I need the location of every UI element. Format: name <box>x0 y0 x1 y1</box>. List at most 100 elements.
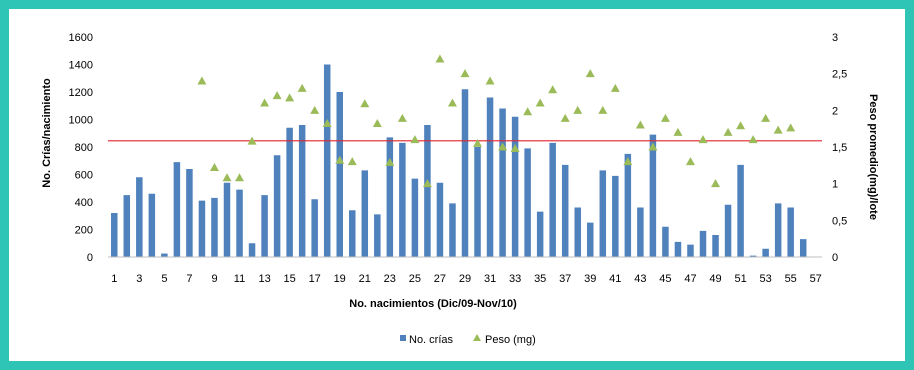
marker <box>523 107 533 116</box>
marker <box>272 91 282 100</box>
marker <box>209 163 219 172</box>
bar <box>787 207 794 257</box>
bar <box>461 89 469 257</box>
y2-tick-label: 0 <box>832 252 838 264</box>
x-tick-label: 51 <box>734 273 746 285</box>
bar <box>511 116 519 257</box>
bar <box>273 155 281 257</box>
x-tick-label: 53 <box>759 273 771 285</box>
bar <box>561 164 569 258</box>
x-tick-label: 43 <box>634 273 646 285</box>
bar <box>749 255 757 258</box>
marker <box>360 99 370 108</box>
bar <box>637 207 644 257</box>
x-tick-label: 17 <box>309 273 321 285</box>
y2-tick-label: 2 <box>832 105 838 117</box>
marker <box>485 76 495 85</box>
marker <box>247 136 257 145</box>
x-tick-label: 41 <box>609 273 621 285</box>
bar <box>524 148 531 258</box>
legend-label-crias: No. crías <box>409 334 454 346</box>
x-tick-label: 15 <box>283 273 295 285</box>
x-tick-label: 21 <box>359 273 371 285</box>
marker <box>460 69 470 78</box>
bar <box>549 142 556 258</box>
marker <box>422 179 432 188</box>
y-tick-label: 1000 <box>69 115 93 127</box>
bar <box>474 147 481 257</box>
bar <box>699 230 707 258</box>
bar <box>449 203 456 258</box>
marker <box>498 142 508 151</box>
bar <box>411 178 419 258</box>
bar <box>298 125 306 257</box>
y2-tick-label: 0,5 <box>832 215 847 227</box>
bar <box>286 127 293 257</box>
marker <box>598 105 608 114</box>
bar <box>436 182 444 257</box>
marker <box>773 125 783 134</box>
legend-swatch-peso <box>473 334 481 341</box>
marker <box>548 85 558 94</box>
marker <box>260 98 270 107</box>
x-tick-label: 7 <box>186 273 192 285</box>
bar <box>724 204 732 257</box>
chart: 0 200 400 600 800 1000 1200 1400 1600 0 0,5 1 1,5 2 2… <box>41 32 879 346</box>
marker <box>623 157 633 166</box>
bar <box>774 203 782 258</box>
x-tick-label: 35 <box>534 273 546 285</box>
x-tick-label: 27 <box>434 273 446 285</box>
bar <box>349 210 356 257</box>
marker <box>473 138 483 147</box>
y2-tick-label: 1 <box>832 179 838 191</box>
bar <box>649 134 657 258</box>
marker <box>535 98 545 107</box>
marker <box>335 155 345 164</box>
marker <box>786 123 796 132</box>
x-axis-title: No. nacimientos (Dic/09-Nov/10) <box>349 298 517 310</box>
y2-axis-title: Peso promedio(mg)/lote <box>867 94 879 220</box>
y-tick-label: 200 <box>75 225 93 237</box>
bar <box>712 235 719 257</box>
bar <box>662 226 669 257</box>
bar <box>248 243 256 257</box>
x-tick-label: 23 <box>384 273 396 285</box>
bar <box>173 162 181 258</box>
bar <box>737 164 744 258</box>
x-tick-label: 33 <box>509 273 521 285</box>
x-tick-label: 37 <box>559 273 571 285</box>
bar <box>323 64 331 257</box>
bar <box>186 169 193 257</box>
marker <box>435 54 445 63</box>
bar <box>499 108 506 257</box>
bar <box>762 248 769 257</box>
x-tick-label: 5 <box>161 273 167 285</box>
marker <box>736 121 746 130</box>
bar <box>612 175 619 258</box>
y2-tick-label: 1,5 <box>832 142 847 154</box>
y-tick-label: 1200 <box>69 87 93 99</box>
marker <box>673 127 683 136</box>
y2-axis-ticks: 0 0,5 1 1,5 2 2,5 3 <box>832 32 847 264</box>
legend-swatch-crias <box>400 335 406 341</box>
marker <box>397 113 407 122</box>
marker <box>585 69 595 78</box>
bar <box>361 170 369 258</box>
marker <box>372 119 382 128</box>
y-tick-label: 400 <box>75 197 93 209</box>
y-tick-label: 800 <box>75 142 93 154</box>
marker <box>297 83 307 92</box>
y-tick-label: 0 <box>87 252 93 264</box>
marker <box>610 83 620 92</box>
x-tick-label: 3 <box>136 273 142 285</box>
y2-tick-label: 2,5 <box>832 69 847 81</box>
x-tick-label: 9 <box>211 273 217 285</box>
x-tick-label: 19 <box>334 273 346 285</box>
marker <box>573 105 583 114</box>
x-axis-ticks: 1 3 5 7 9 11 13 15 17 19 21 23 25 27 29 31 33 35 37 39 41 43 4… <box>111 273 822 285</box>
marker <box>285 93 295 102</box>
marker <box>723 127 733 136</box>
y-tick-label: 1400 <box>69 60 93 72</box>
marker <box>310 105 320 114</box>
bar <box>211 197 218 258</box>
